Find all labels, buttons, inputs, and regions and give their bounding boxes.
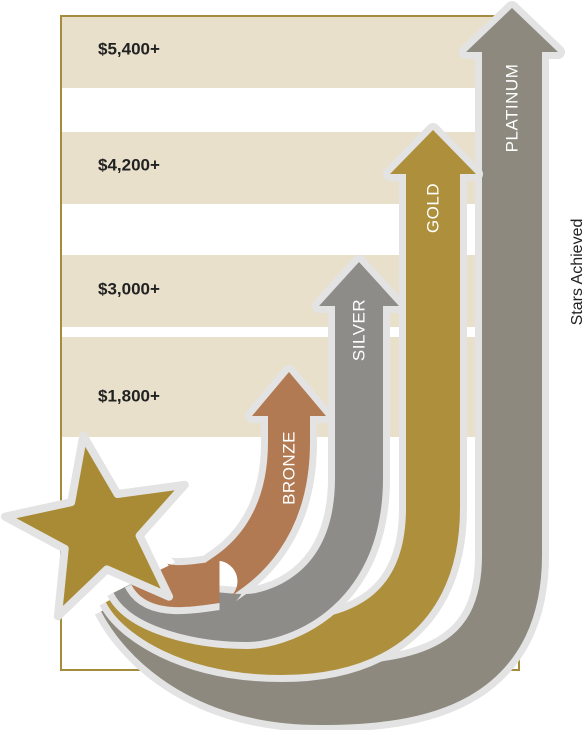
threshold-label: $4,200+: [98, 155, 160, 174]
threshold-label: $3,000+: [98, 279, 160, 298]
page: $5,400+ $4,200+ $3,000+ $1,800+ PLATINUM GOL…: [0, 0, 588, 730]
threshold-label: $1,800+: [98, 386, 160, 405]
tier-label: SILVER: [349, 299, 368, 361]
infographic: $5,400+ $4,200+ $3,000+ $1,800+ PLATINUM GOL…: [0, 0, 588, 730]
tier-label: PLATINUM: [502, 64, 521, 153]
threshold-label: $5,400+: [98, 39, 160, 58]
tier-label: GOLD: [423, 183, 442, 233]
side-label: Stars Achieved: [569, 219, 586, 326]
tier-label: BRONZE: [279, 431, 298, 505]
